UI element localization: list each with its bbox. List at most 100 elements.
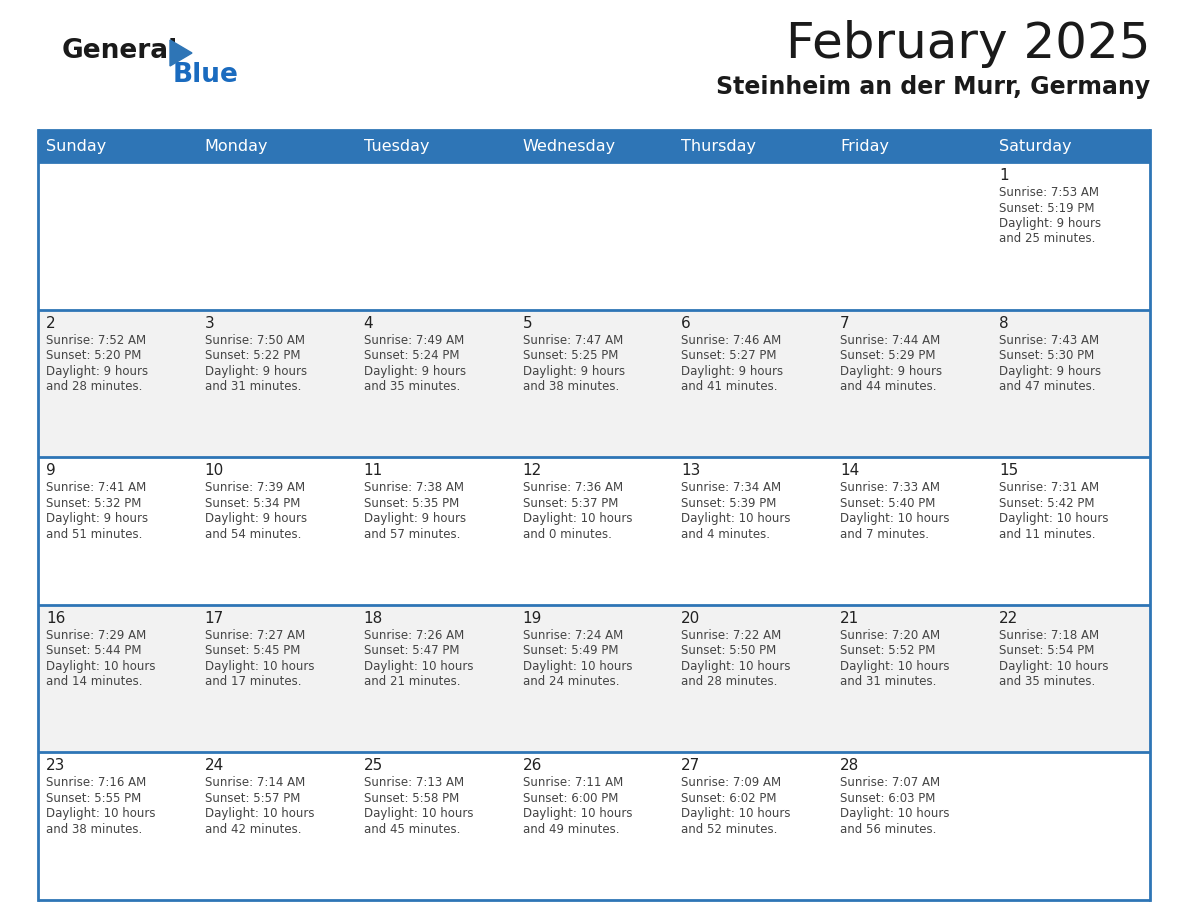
Text: Daylight: 10 hours: Daylight: 10 hours xyxy=(840,660,949,673)
Text: 11: 11 xyxy=(364,464,383,478)
Text: Sunrise: 7:29 AM: Sunrise: 7:29 AM xyxy=(46,629,146,642)
Bar xyxy=(514,605,674,753)
Text: Sunrise: 7:09 AM: Sunrise: 7:09 AM xyxy=(682,777,782,789)
Text: Sunset: 5:32 PM: Sunset: 5:32 PM xyxy=(46,497,141,509)
Text: Sunset: 5:42 PM: Sunset: 5:42 PM xyxy=(999,497,1094,509)
Text: and 21 minutes.: and 21 minutes. xyxy=(364,676,460,688)
Bar xyxy=(674,605,833,753)
Text: Sunset: 6:00 PM: Sunset: 6:00 PM xyxy=(523,792,618,805)
Text: Daylight: 10 hours: Daylight: 10 hours xyxy=(999,512,1108,525)
Text: and 14 minutes.: and 14 minutes. xyxy=(46,676,143,688)
Text: 26: 26 xyxy=(523,758,542,773)
Bar xyxy=(674,130,833,162)
Text: Daylight: 10 hours: Daylight: 10 hours xyxy=(682,660,791,673)
Text: and 44 minutes.: and 44 minutes. xyxy=(840,380,936,393)
Text: Daylight: 10 hours: Daylight: 10 hours xyxy=(46,660,156,673)
Text: Daylight: 9 hours: Daylight: 9 hours xyxy=(840,364,942,377)
Bar xyxy=(674,162,833,309)
Text: Sunset: 5:30 PM: Sunset: 5:30 PM xyxy=(999,349,1094,362)
Text: Daylight: 10 hours: Daylight: 10 hours xyxy=(204,660,315,673)
Text: and 28 minutes.: and 28 minutes. xyxy=(682,676,778,688)
Text: and 35 minutes.: and 35 minutes. xyxy=(999,676,1095,688)
Text: Sunrise: 7:16 AM: Sunrise: 7:16 AM xyxy=(46,777,146,789)
Text: 10: 10 xyxy=(204,464,225,478)
Text: and 49 minutes.: and 49 minutes. xyxy=(523,823,619,836)
Bar xyxy=(833,753,991,900)
Text: and 56 minutes.: and 56 minutes. xyxy=(840,823,936,836)
Text: Daylight: 9 hours: Daylight: 9 hours xyxy=(999,217,1101,230)
Text: and 38 minutes.: and 38 minutes. xyxy=(46,823,143,836)
Text: and 31 minutes.: and 31 minutes. xyxy=(840,676,936,688)
Text: Daylight: 10 hours: Daylight: 10 hours xyxy=(364,660,473,673)
Text: and 41 minutes.: and 41 minutes. xyxy=(682,380,778,393)
Text: 15: 15 xyxy=(999,464,1018,478)
Text: Sunset: 5:24 PM: Sunset: 5:24 PM xyxy=(364,349,459,362)
Text: Daylight: 9 hours: Daylight: 9 hours xyxy=(204,512,307,525)
Text: 1: 1 xyxy=(999,168,1009,183)
Text: and 7 minutes.: and 7 minutes. xyxy=(840,528,929,541)
Text: Sunset: 5:27 PM: Sunset: 5:27 PM xyxy=(682,349,777,362)
Text: 25: 25 xyxy=(364,758,383,773)
Text: Sunset: 5:54 PM: Sunset: 5:54 PM xyxy=(999,644,1094,657)
Bar xyxy=(833,457,991,605)
Text: Sunset: 5:37 PM: Sunset: 5:37 PM xyxy=(523,497,618,509)
Bar xyxy=(197,309,355,457)
Text: Sunrise: 7:38 AM: Sunrise: 7:38 AM xyxy=(364,481,463,494)
Text: Sunset: 5:45 PM: Sunset: 5:45 PM xyxy=(204,644,301,657)
Bar xyxy=(674,309,833,457)
Text: Steinheim an der Murr, Germany: Steinheim an der Murr, Germany xyxy=(716,75,1150,99)
Text: 13: 13 xyxy=(682,464,701,478)
Bar xyxy=(833,130,991,162)
Text: Sunset: 5:20 PM: Sunset: 5:20 PM xyxy=(46,349,141,362)
Text: Sunset: 6:02 PM: Sunset: 6:02 PM xyxy=(682,792,777,805)
Text: Daylight: 9 hours: Daylight: 9 hours xyxy=(46,512,148,525)
Bar xyxy=(355,753,514,900)
Text: 8: 8 xyxy=(999,316,1009,330)
Bar xyxy=(833,162,991,309)
Text: Sunrise: 7:49 AM: Sunrise: 7:49 AM xyxy=(364,333,463,347)
Text: 9: 9 xyxy=(46,464,56,478)
Bar xyxy=(991,753,1150,900)
Text: 6: 6 xyxy=(682,316,691,330)
Bar xyxy=(38,162,197,309)
Text: Daylight: 10 hours: Daylight: 10 hours xyxy=(682,512,791,525)
Text: and 31 minutes.: and 31 minutes. xyxy=(204,380,302,393)
Text: Daylight: 9 hours: Daylight: 9 hours xyxy=(46,364,148,377)
Text: Daylight: 10 hours: Daylight: 10 hours xyxy=(682,808,791,821)
Bar xyxy=(38,457,197,605)
Text: and 42 minutes.: and 42 minutes. xyxy=(204,823,302,836)
Text: Sunrise: 7:43 AM: Sunrise: 7:43 AM xyxy=(999,333,1099,347)
Text: General: General xyxy=(62,38,178,64)
Bar xyxy=(674,753,833,900)
Text: 14: 14 xyxy=(840,464,859,478)
Text: Sunset: 5:50 PM: Sunset: 5:50 PM xyxy=(682,644,777,657)
Text: Sunset: 5:29 PM: Sunset: 5:29 PM xyxy=(840,349,936,362)
Text: Sunset: 5:57 PM: Sunset: 5:57 PM xyxy=(204,792,301,805)
Bar xyxy=(38,605,197,753)
Text: and 17 minutes.: and 17 minutes. xyxy=(204,676,302,688)
Text: Sunset: 5:47 PM: Sunset: 5:47 PM xyxy=(364,644,459,657)
Text: Sunset: 5:40 PM: Sunset: 5:40 PM xyxy=(840,497,936,509)
Bar xyxy=(355,130,514,162)
Bar xyxy=(991,309,1150,457)
Text: and 11 minutes.: and 11 minutes. xyxy=(999,528,1095,541)
Text: Sunrise: 7:20 AM: Sunrise: 7:20 AM xyxy=(840,629,941,642)
Bar xyxy=(197,457,355,605)
Text: and 54 minutes.: and 54 minutes. xyxy=(204,528,302,541)
Bar xyxy=(674,457,833,605)
Text: and 51 minutes.: and 51 minutes. xyxy=(46,528,143,541)
Bar xyxy=(197,753,355,900)
Text: Daylight: 10 hours: Daylight: 10 hours xyxy=(840,512,949,525)
Text: 20: 20 xyxy=(682,610,701,626)
Text: and 45 minutes.: and 45 minutes. xyxy=(364,823,460,836)
Text: 22: 22 xyxy=(999,610,1018,626)
Bar xyxy=(991,162,1150,309)
Bar xyxy=(355,457,514,605)
Bar xyxy=(991,130,1150,162)
Text: Daylight: 10 hours: Daylight: 10 hours xyxy=(523,660,632,673)
Text: 16: 16 xyxy=(46,610,65,626)
Bar xyxy=(355,309,514,457)
Text: Daylight: 9 hours: Daylight: 9 hours xyxy=(999,364,1101,377)
Text: 12: 12 xyxy=(523,464,542,478)
Text: and 24 minutes.: and 24 minutes. xyxy=(523,676,619,688)
